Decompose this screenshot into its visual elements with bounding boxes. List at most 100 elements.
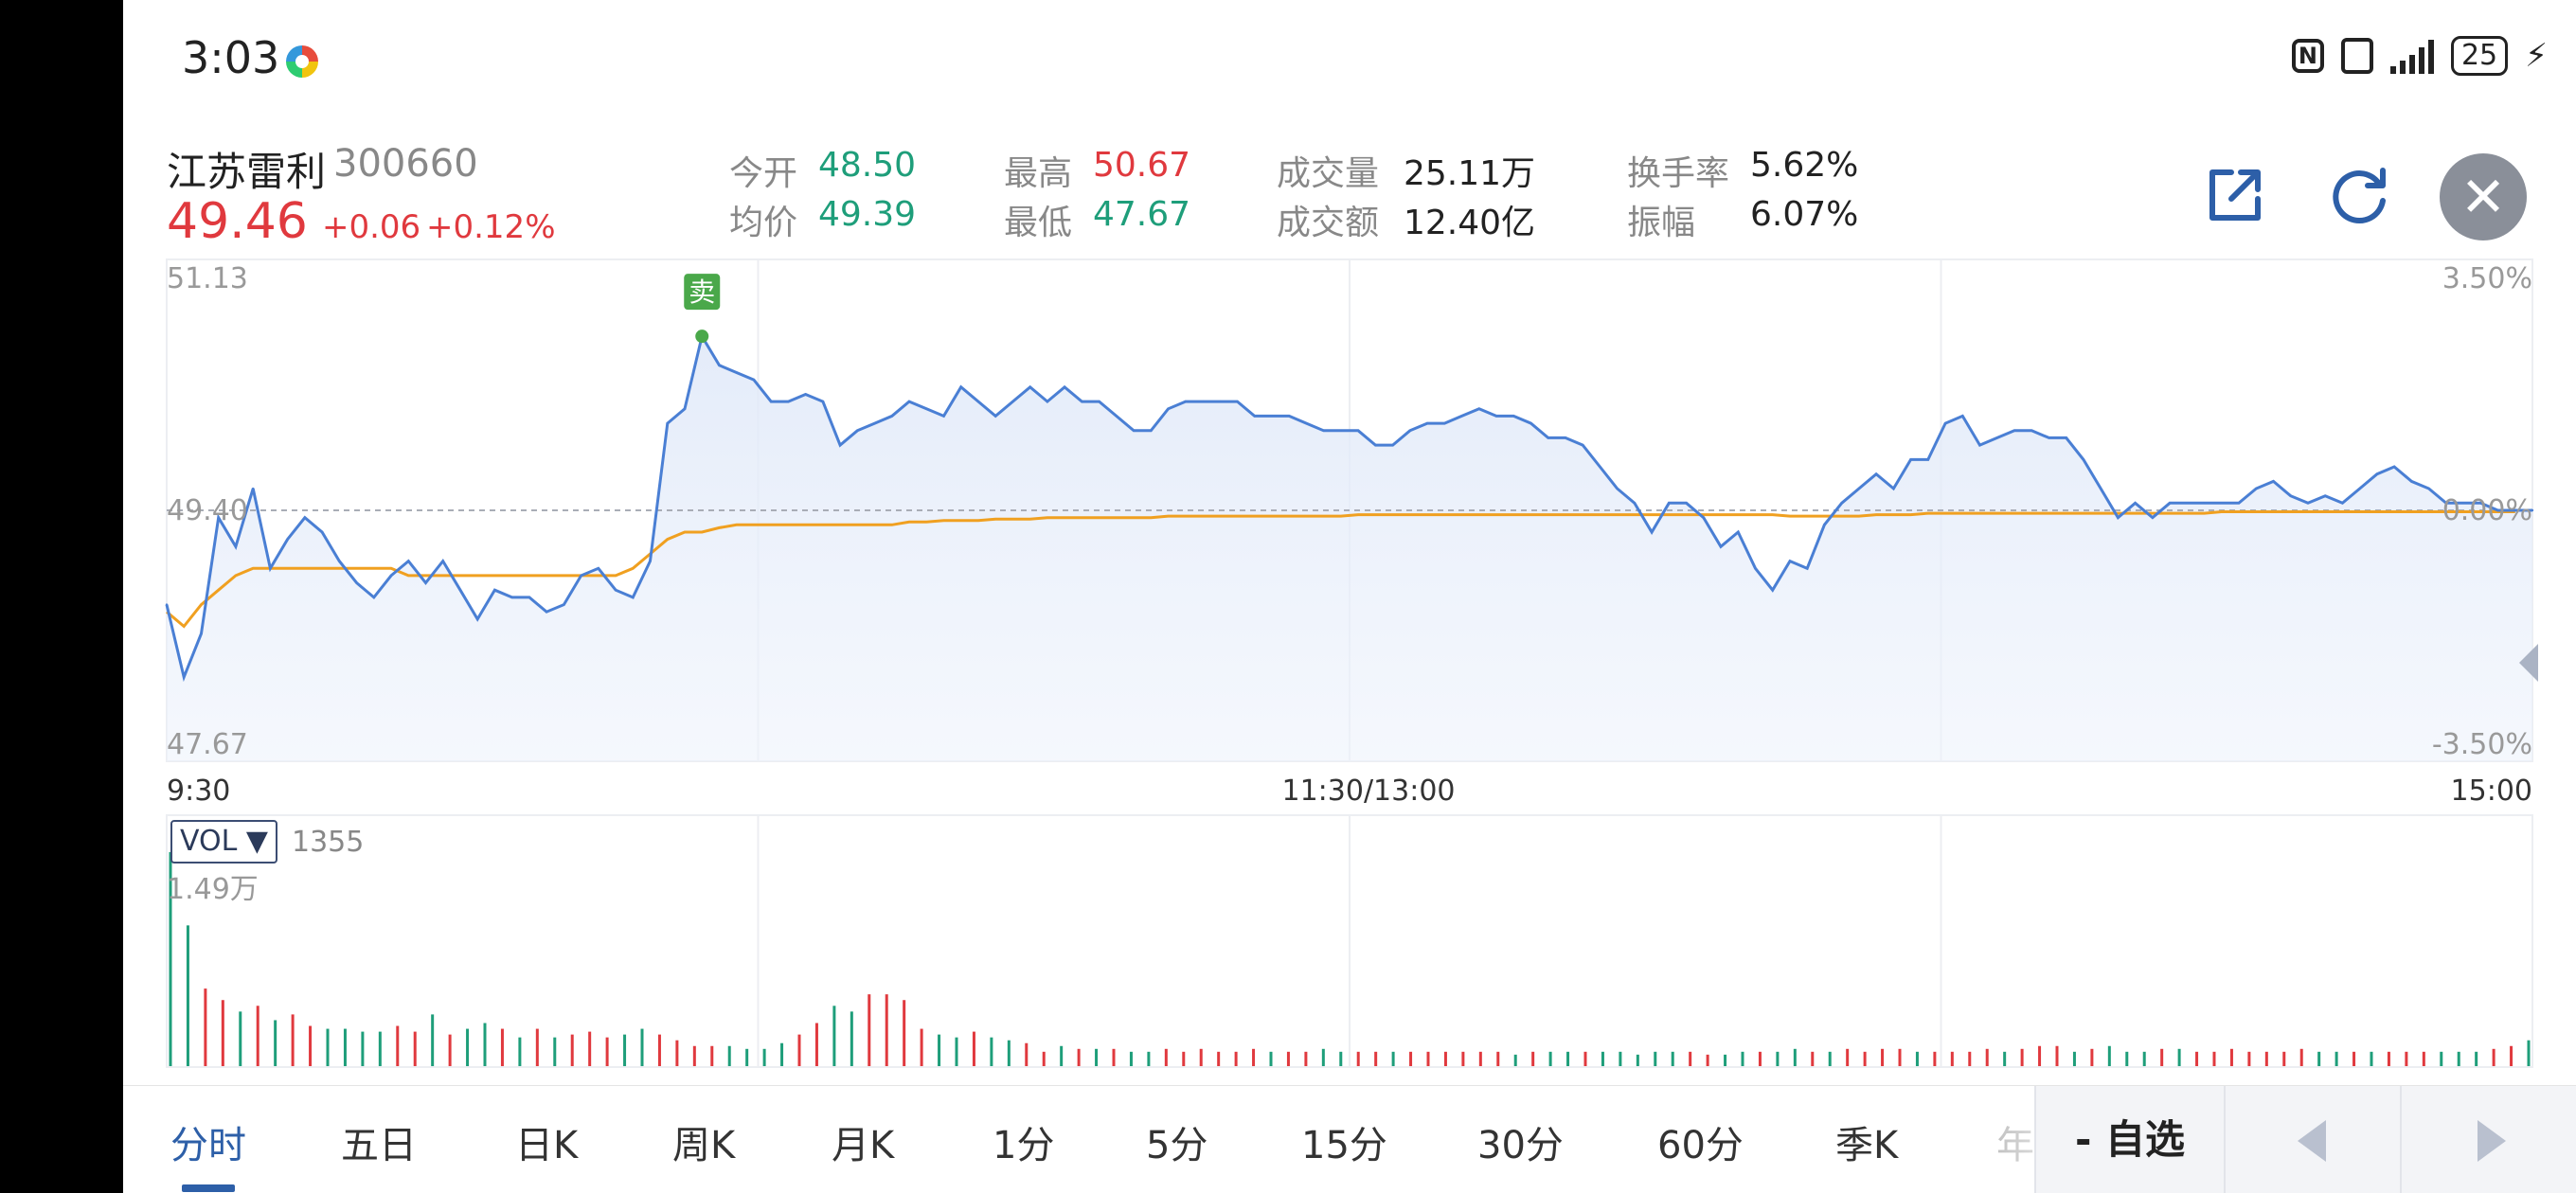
volume-bar	[1933, 1051, 1937, 1066]
price-point	[2168, 502, 2172, 505]
price-point	[632, 596, 635, 599]
volume-bar	[2264, 1051, 2268, 1066]
close-button[interactable]: ✕	[2440, 153, 2527, 240]
add-to-watchlist-button[interactable]: - 自选	[2034, 1086, 2224, 1193]
volume-bar	[2440, 1051, 2443, 1066]
volume-bar	[2055, 1045, 2059, 1066]
price-point	[1771, 589, 1774, 592]
price-point	[752, 378, 756, 382]
price-point	[1788, 560, 1792, 562]
tab-5min[interactable]: 5分	[1146, 1124, 1208, 1167]
price-point	[476, 617, 479, 621]
price-point	[200, 632, 203, 635]
high-value: 50.67	[1093, 146, 1191, 185]
volume-bar	[448, 1034, 452, 1066]
price-point	[1443, 421, 1446, 425]
tab-monthly-k[interactable]: 月K	[832, 1124, 895, 1167]
price-point	[1892, 487, 1895, 490]
volume-bar	[2003, 1051, 2007, 1066]
price-point	[1909, 458, 1912, 461]
volume-bar	[1339, 1051, 1343, 1066]
period-tab-bar: 分时 五日 日K 周K 月K 1分 5分 15分 30分 60分 季K 年 - …	[123, 1085, 2576, 1193]
refresh-icon[interactable]	[2328, 163, 2390, 225]
collapse-arrow-icon[interactable]	[2519, 644, 2538, 682]
price-point	[994, 415, 997, 418]
price-point	[890, 415, 894, 418]
volume-bar	[814, 1023, 818, 1066]
avg-value: 49.39	[818, 195, 917, 234]
volume-bar	[1234, 1051, 1238, 1066]
volume-bar	[745, 1048, 749, 1066]
tab-quarterly-k[interactable]: 季K	[1835, 1124, 1899, 1167]
price-point	[165, 603, 169, 606]
volume-bar	[2370, 1051, 2373, 1066]
volume-bar	[1619, 1051, 1622, 1066]
sell-signal-marker[interactable]: 卖	[684, 274, 721, 344]
price-point	[666, 421, 669, 425]
price-point	[2306, 502, 2310, 505]
volume-bar	[2299, 1048, 2303, 1066]
tab-weekly-k[interactable]: 周K	[672, 1124, 736, 1167]
price-point	[407, 560, 410, 562]
tab-intraday[interactable]: 分时	[170, 1124, 246, 1167]
volume-bar	[1042, 1051, 1046, 1066]
price-min-label: 47.67	[167, 728, 248, 761]
price-point	[2186, 502, 2189, 505]
share-icon[interactable]	[2205, 165, 2265, 225]
volume-bar	[1950, 1051, 1954, 1066]
next-button[interactable]	[2400, 1086, 2576, 1193]
price-point	[2099, 487, 2102, 490]
volume-bar	[710, 1045, 714, 1066]
volume-bar	[1095, 1048, 1099, 1066]
price-point	[2012, 429, 2016, 432]
tab-five-day[interactable]: 五日	[341, 1124, 417, 1167]
price-point	[1425, 421, 1429, 425]
volume-bar	[1776, 1051, 1780, 1066]
price-point	[1616, 487, 1619, 490]
price-point	[528, 596, 531, 599]
volume-bar	[1304, 1051, 1308, 1066]
volume-bar	[1060, 1045, 1064, 1066]
price-point	[1356, 429, 1360, 432]
volume-bar	[868, 994, 871, 1066]
volume-bar	[256, 1006, 259, 1066]
volume-bar	[553, 1037, 557, 1066]
tab-1min[interactable]: 1分	[993, 1124, 1055, 1167]
volume-bar	[1724, 1054, 1727, 1066]
tab-60min[interactable]: 60分	[1657, 1124, 1744, 1167]
volume-bar	[2527, 1040, 2531, 1066]
low-label: 最低	[1004, 204, 1073, 242]
amount-label: 成交额	[1277, 204, 1380, 242]
prev-arrow-icon	[2298, 1120, 2326, 1162]
volume-bar	[1741, 1051, 1744, 1066]
volume-bar	[1025, 1042, 1029, 1066]
price-point	[856, 429, 859, 432]
amplitude-value: 6.07%	[1750, 195, 1859, 234]
price-point	[1668, 502, 1671, 505]
price-max-label: 51.13	[167, 262, 248, 295]
price-point	[372, 596, 376, 599]
volume-bar	[204, 988, 207, 1066]
signal-icon	[2389, 38, 2434, 74]
tab-15min[interactable]: 15分	[1301, 1124, 1387, 1167]
tab-30min[interactable]: 30分	[1477, 1124, 1564, 1167]
price-point	[1961, 415, 1964, 418]
volume-bar	[1863, 1051, 1867, 1066]
price-point	[1719, 545, 1723, 548]
volume-bar	[2142, 1051, 2146, 1066]
price-chart[interactable]: 51.13 49.40 47.67 3.50% 0.00% -3.50% 卖	[123, 246, 2576, 776]
price-point	[2375, 472, 2379, 475]
price-point	[1374, 443, 1377, 447]
price-points	[165, 334, 2534, 679]
price-change: +0.06	[322, 208, 421, 246]
tab-daily-k[interactable]: 日K	[515, 1124, 579, 1167]
volume-bar	[955, 1037, 958, 1066]
volume-bar	[2038, 1045, 2042, 1066]
volume-bar	[1793, 1048, 1797, 1066]
volume-bar	[1461, 1051, 1465, 1066]
volume-bar	[1356, 1051, 1360, 1066]
prev-button[interactable]	[2224, 1086, 2400, 1193]
volume-bar	[2212, 1051, 2216, 1066]
price-point	[2272, 480, 2275, 483]
volume-indicator-selector[interactable]: VOL ▼	[170, 820, 277, 864]
